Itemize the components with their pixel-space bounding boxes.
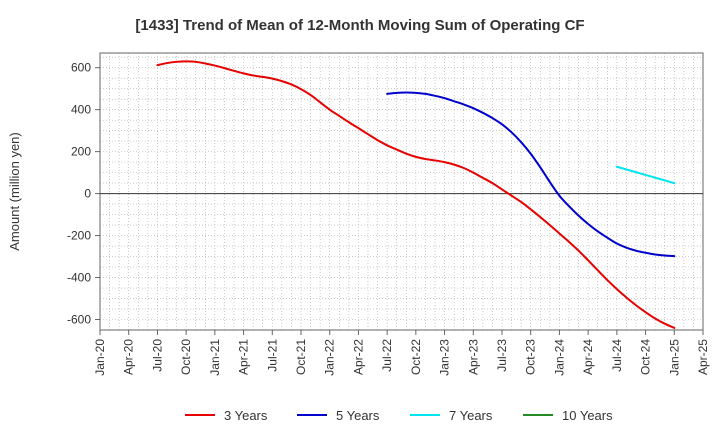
y-tick-label: -200	[67, 229, 91, 243]
x-tick-label: Jan-22	[323, 339, 337, 376]
x-tick-label: Apr-23	[466, 339, 480, 375]
legend: 3 Years 5 Years 7 Years 10 Years	[185, 408, 613, 423]
y-axis-label: Amount (million yen)	[7, 132, 22, 251]
x-tick-label: Jan-21	[208, 339, 222, 376]
x-tick-label: Jul-23	[495, 339, 509, 372]
x-axis-ticks: Jan-20 Apr-20 Jul-20 Oct-20 Jan-21 Apr-21 Jul-…	[93, 330, 710, 376]
x-tick-label: Jan-25	[667, 339, 681, 376]
legend-label-5-years: 5 Years	[336, 408, 380, 423]
plot-frame	[99, 52, 704, 331]
series-line-7-years	[615, 165, 676, 185]
x-tick-label: Apr-25	[696, 339, 710, 375]
x-tick-label: Oct-23	[524, 339, 538, 375]
x-tick-label: Oct-22	[409, 339, 423, 375]
series-line-5-years	[386, 91, 676, 258]
x-tick-label: Oct-24	[639, 339, 653, 375]
x-tick-label: Oct-21	[294, 339, 308, 375]
x-tick-label: Jul-22	[380, 339, 394, 372]
y-axis-ticks: -600 -400 -200 0 200 400 600	[67, 61, 100, 327]
chart-title: [1433] Trend of Mean of 12-Month Moving …	[135, 17, 584, 34]
y-tick-label: 0	[84, 187, 91, 201]
x-tick-label: Jul-21	[265, 339, 279, 372]
x-tick-label: Jan-20	[93, 339, 107, 376]
x-tick-label: Apr-20	[122, 339, 136, 375]
x-tick-label: Jul-20	[150, 339, 164, 372]
x-tick-label: Apr-24	[581, 339, 595, 375]
grid	[99, 53, 704, 331]
series-group	[156, 60, 676, 329]
x-tick-label: Jan-24	[552, 339, 566, 376]
y-tick-label: 400	[71, 103, 91, 117]
legend-label-3-years: 3 Years	[224, 408, 268, 423]
x-tick-label: Apr-21	[237, 339, 251, 375]
y-tick-label: 200	[71, 145, 91, 159]
y-tick-label: 600	[71, 61, 91, 75]
series-line-3-years	[156, 60, 676, 329]
x-tick-label: Jan-23	[438, 339, 452, 376]
x-tick-label: Apr-22	[351, 339, 365, 375]
y-tick-label: -600	[67, 313, 91, 327]
legend-label-7-years: 7 Years	[449, 408, 493, 423]
y-tick-label: -400	[67, 271, 91, 285]
x-tick-label: Jul-24	[610, 339, 624, 372]
x-tick-label: Oct-20	[179, 339, 193, 375]
legend-label-10-years: 10 Years	[562, 408, 613, 423]
